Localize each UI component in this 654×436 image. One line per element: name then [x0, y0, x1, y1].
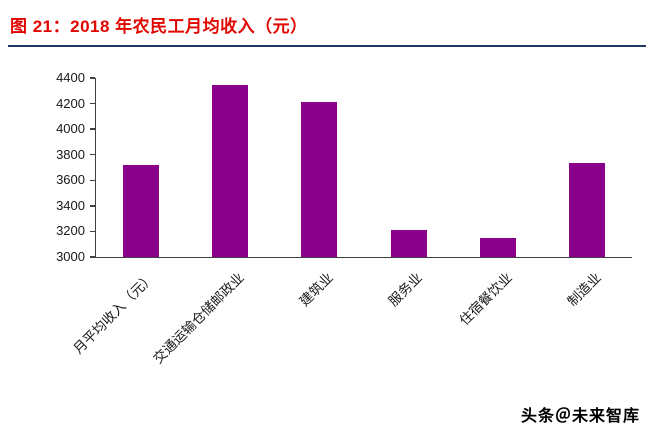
y-tick-label: 3400: [56, 197, 85, 213]
y-tick-label: 3800: [56, 146, 85, 162]
title-divider: [8, 45, 646, 47]
y-tick-label: 3000: [56, 249, 85, 264]
bar-5: [569, 163, 606, 257]
y-tick-mark: [90, 230, 95, 233]
x-axis-label: 月平均收入（元）: [70, 269, 158, 357]
figure-title: 图 21：2018 年农民工月均收入（元）: [10, 17, 308, 36]
y-tick-mark: [90, 102, 95, 105]
x-axis-label: 制造业: [564, 269, 604, 310]
y-tick-mark: [90, 128, 95, 130]
brand-text: 头条＠未来智库: [520, 408, 640, 425]
y-tick-label: 4000: [56, 121, 85, 137]
bar-2: [301, 102, 338, 257]
x-axis-label: 住宿餐饮业: [456, 269, 515, 329]
plot-area: [95, 78, 632, 258]
bar-1: [212, 85, 248, 257]
y-tick-mark: [90, 179, 95, 182]
x-axis-labels: 月平均收入（元） 交通运输仓储邮政业 建筑业 服务业 住宿餐饮业 制造业: [70, 258, 632, 388]
x-axis-label: 交通运输仓储邮政业: [149, 269, 247, 367]
y-tick-label: 4400: [56, 70, 85, 85]
bar-3: [390, 230, 427, 257]
bar-0: [122, 164, 159, 257]
y-tick-mark: [90, 153, 95, 156]
brand-watermark: 头条＠未来智库: [521, 402, 640, 426]
y-tick-label: 4200: [56, 95, 85, 111]
y-tick-label: 3200: [56, 223, 85, 239]
y-axis: 3000 3200 3400 3600 3800 4000 4200 4400: [56, 70, 632, 264]
y-tick-mark: [90, 256, 95, 258]
x-axis-label: 建筑业: [296, 269, 336, 310]
y-tick-mark: [90, 77, 95, 79]
y-tick-label: 3600: [56, 172, 85, 188]
x-axis-label: 服务业: [385, 269, 426, 310]
bar-4: [480, 237, 516, 257]
bar-chart: 3000 3200 3400 3600 3800 4000 4200 4400 月平均收入（元…: [56, 70, 632, 366]
y-tick-mark: [90, 205, 95, 207]
